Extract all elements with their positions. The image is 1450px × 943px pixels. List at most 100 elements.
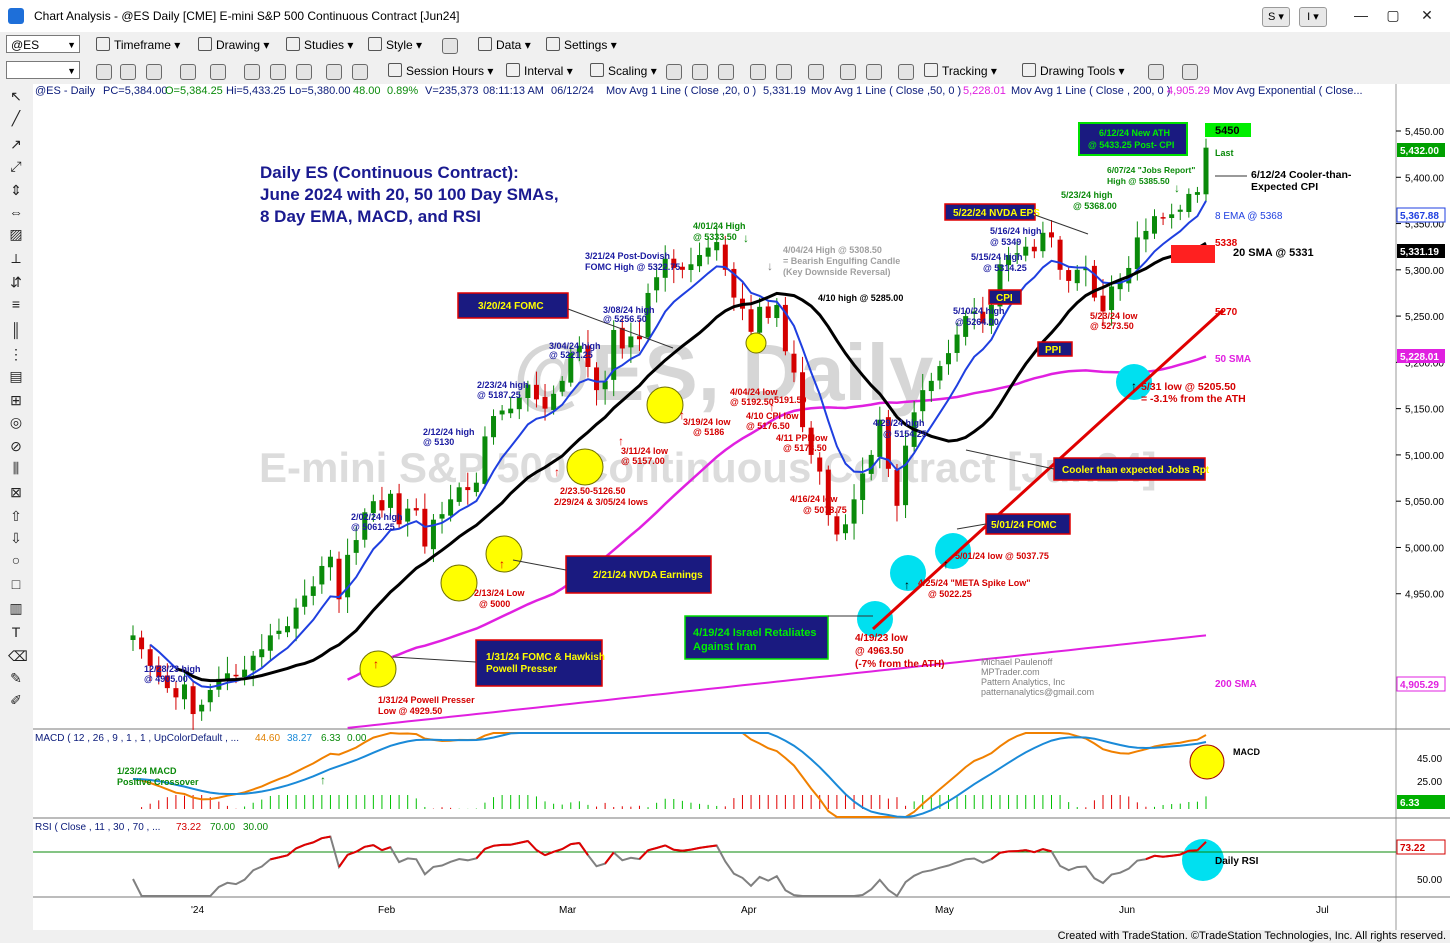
- grid-icon[interactable]: [352, 64, 368, 80]
- channel-icon[interactable]: ▨: [9, 226, 23, 242]
- pointer-icon[interactable]: ↖: [10, 88, 22, 104]
- ann-3-04-1: 3/04/24 high: [549, 341, 601, 351]
- cross-icon[interactable]: [270, 64, 286, 80]
- pencil-icon: [198, 37, 212, 51]
- close-icon[interactable]: ✕: [1421, 7, 1433, 23]
- snapshot-icon[interactable]: [326, 64, 342, 80]
- settings-menu[interactable]: Settings ▾: [546, 37, 617, 52]
- chart-title: Daily ES (Continuous Contract): June 202…: [260, 163, 559, 226]
- horizontal-line-icon[interactable]: ⇕: [10, 182, 22, 198]
- text-icon[interactable]: T: [11, 624, 21, 640]
- candle-body: [499, 410, 505, 415]
- ray-icon[interactable]: ↗: [10, 136, 22, 152]
- candle-body: [491, 416, 497, 438]
- connector: [1034, 214, 1089, 235]
- interval-link-button[interactable]: I ▾: [1299, 7, 1327, 27]
- studies-menu[interactable]: Studies ▾: [286, 37, 353, 52]
- shift-right-icon[interactable]: [808, 64, 824, 80]
- cycle-icon[interactable]: ◎: [9, 414, 23, 430]
- pitchfork-icon[interactable]: ⊞: [10, 392, 22, 408]
- export-icon[interactable]: [1148, 64, 1164, 80]
- candle-body: [533, 384, 539, 400]
- sma50-price-tag-text: 5,228.01: [1400, 352, 1439, 363]
- candle-body: [173, 688, 179, 698]
- rectangle-icon[interactable]: □: [11, 576, 21, 592]
- ann-2-13-2: @ 5000: [479, 599, 510, 609]
- ann-5-23-low-2: @ 5273.50: [1090, 321, 1134, 331]
- up-arrow-icon: ↑: [618, 434, 624, 448]
- fib-icon[interactable]: ⇵: [10, 274, 22, 290]
- scaling-menu[interactable]: Scaling ▾: [590, 63, 657, 78]
- data-menu[interactable]: Data ▾: [478, 37, 531, 52]
- grid-view-icon[interactable]: [898, 64, 914, 80]
- interval-menu[interactable]: Interval ▾: [506, 63, 573, 78]
- fib-ext-icon[interactable]: ≡: [11, 296, 21, 312]
- drawing-menu[interactable]: Drawing ▾: [198, 37, 269, 52]
- draw-icon[interactable]: [244, 64, 260, 80]
- zoom-plus-icon[interactable]: [840, 64, 856, 80]
- maximize-icon[interactable]: ▢: [1386, 7, 1400, 23]
- box-israel-text-1: 4/19/24 Israel Retaliates: [693, 627, 817, 639]
- bar-width-icon[interactable]: [692, 64, 708, 80]
- status-low: Lo=5,380.00: [289, 85, 350, 97]
- table-icon[interactable]: ▤: [9, 368, 23, 384]
- chat-icon[interactable]: [1182, 64, 1198, 80]
- candle-body: [250, 655, 256, 671]
- layout-icon[interactable]: [442, 38, 458, 54]
- andrews-icon[interactable]: ⫼: [12, 460, 20, 476]
- circle-marker: [646, 386, 684, 424]
- status-symbol: @ES - Daily: [35, 85, 96, 97]
- highlighter-icon[interactable]: ✐: [10, 692, 22, 708]
- minimize-icon[interactable]: —: [1354, 7, 1368, 23]
- tracking-menu[interactable]: Tracking ▾: [924, 63, 997, 78]
- chart-area[interactable]: @ES, Daily E-mini S&P 500 Continuous Con…: [33, 84, 1450, 930]
- expand-icon[interactable]: [750, 64, 766, 80]
- grid-tool-icon[interactable]: ⊠: [10, 484, 22, 500]
- bar-spacing-icon[interactable]: [666, 64, 682, 80]
- refresh-icon[interactable]: [210, 64, 226, 80]
- title-line-2: June 2024 with 20, 50 100 Day SMAs,: [260, 185, 559, 204]
- symbol-link-button[interactable]: S ▾: [1262, 7, 1290, 27]
- arrow-icon[interactable]: ⤢: [10, 158, 22, 174]
- shift-left-icon[interactable]: [776, 64, 792, 80]
- ann-3-11-1: 3/11/24 low: [621, 446, 669, 456]
- regression-icon[interactable]: ⟂: [11, 250, 21, 266]
- style-menu[interactable]: Style ▾: [368, 37, 422, 52]
- connector-lines: [392, 175, 1247, 663]
- cyan-circle-marker: [890, 555, 926, 591]
- candle-body: [636, 336, 642, 340]
- circle-icon[interactable]: ○: [11, 552, 21, 568]
- ann-4-01-2: @ 5333.50: [693, 232, 737, 242]
- timeframe-menu[interactable]: Timeframe ▾: [96, 37, 180, 52]
- trendline-icon[interactable]: ╱: [11, 110, 21, 126]
- gann-icon[interactable]: ⋮: [9, 346, 23, 362]
- symbol-input[interactable]: @ES ▼: [6, 35, 80, 53]
- interval-input[interactable]: ▼: [6, 61, 80, 79]
- pen-icon[interactable]: ✎: [10, 670, 22, 686]
- up-arrow-icon[interactable]: ⇧: [10, 508, 22, 524]
- candlestick-series: [130, 138, 1209, 730]
- bars-tool-icon[interactable]: ║: [11, 322, 21, 338]
- macd-value: 44.60: [255, 733, 280, 744]
- candle-body: [456, 487, 462, 502]
- ann-5-23-high-1: 5/23/24 high: [1061, 190, 1113, 200]
- session-hours-menu[interactable]: Session Hours ▾: [388, 63, 493, 78]
- compress-icon[interactable]: [718, 64, 734, 80]
- screen-icon[interactable]: [146, 64, 162, 80]
- drawing-tools-menu[interactable]: Drawing Tools ▾: [1022, 63, 1125, 78]
- magnify-icon[interactable]: [180, 64, 196, 80]
- eraser-icon[interactable]: ⌫: [8, 648, 28, 664]
- vertical-line-icon[interactable]: ⇔: [9, 204, 23, 220]
- ellipse-icon[interactable]: ▥: [9, 600, 23, 616]
- sma50-line: [347, 355, 1207, 681]
- zoom-out-icon[interactable]: [120, 64, 136, 80]
- sma20-price-tag-text: 5,331.19: [1400, 247, 1439, 258]
- data-window-icon[interactable]: [296, 64, 312, 80]
- sma50-price-tag: [1397, 349, 1445, 363]
- speed-lines-icon[interactable]: ⊘: [10, 438, 22, 454]
- price-tick-label: 5,000.00: [1405, 543, 1444, 554]
- zoom-minus-icon[interactable]: [866, 64, 882, 80]
- status-pc: PC=5,384.00: [103, 85, 168, 97]
- zoom-in-icon[interactable]: [96, 64, 112, 80]
- down-arrow-icon[interactable]: ⇩: [10, 530, 22, 546]
